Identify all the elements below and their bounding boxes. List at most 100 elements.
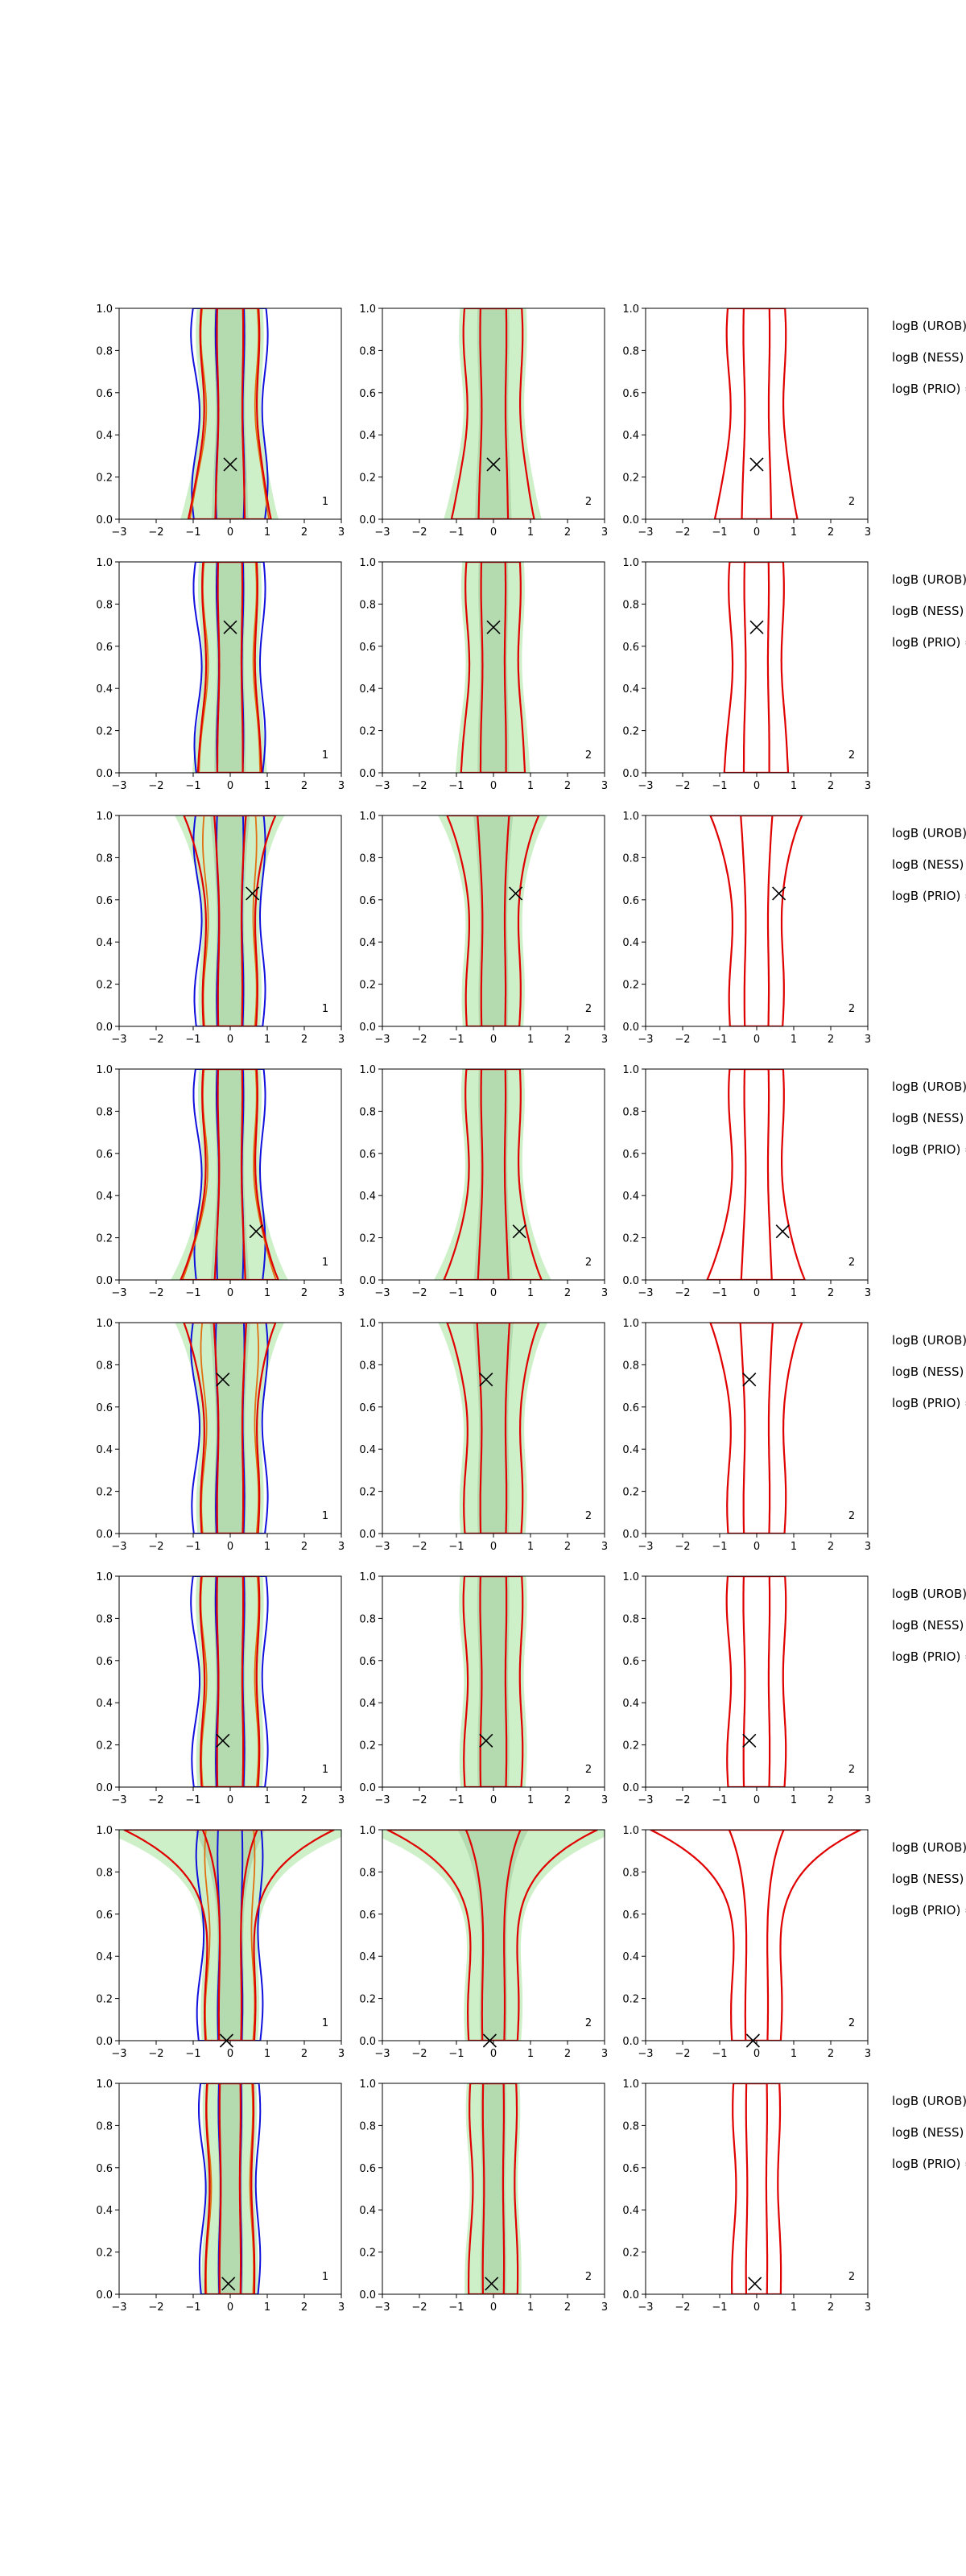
panel-tag: 1 bbox=[322, 1257, 328, 1269]
y-tick-label: 0.8 bbox=[96, 1360, 113, 1372]
true-value-marker bbox=[485, 2277, 499, 2291]
y-tick-label: 1.0 bbox=[622, 557, 639, 569]
y-tick-label: 0.2 bbox=[96, 1487, 113, 1499]
x-tick-label: −1 bbox=[185, 1287, 200, 1299]
y-tick-label: 0.0 bbox=[622, 1782, 639, 1794]
x-tick-label: 1 bbox=[264, 2048, 270, 2060]
x-tick-label: 2 bbox=[564, 1794, 571, 1806]
contour-blue-outer bbox=[195, 1830, 264, 2041]
x-tick-label: 1 bbox=[264, 1034, 270, 1046]
panel-r1-c2: −3 −2 −1 0 1 2 3 0.0 0.2 0.4 0.6 0.8 1.0 2 bbox=[359, 303, 608, 539]
axes-frame bbox=[645, 308, 869, 520]
contour-blue-outer bbox=[192, 562, 266, 773]
y-tick-label: 0.4 bbox=[96, 683, 113, 696]
y-tick-label: 0.2 bbox=[96, 2248, 113, 2260]
panel-tag: 1 bbox=[322, 496, 328, 508]
true-value-marker bbox=[749, 620, 764, 634]
y-tick-label: 0.2 bbox=[96, 1740, 113, 1752]
y-tick-label: 0.0 bbox=[622, 2289, 639, 2301]
x-tick-label: −2 bbox=[411, 780, 427, 792]
x-tick-label: 3 bbox=[865, 780, 871, 792]
x-tick-label: 1 bbox=[527, 1794, 534, 1806]
x-tick-label: −1 bbox=[448, 1794, 464, 1806]
logb-label-1: logB (UROB) = bbox=[892, 2094, 966, 2108]
x-tick-label: 0 bbox=[490, 1541, 497, 1553]
x-tick-label: −1 bbox=[448, 1034, 464, 1046]
y-tick-label: 0.2 bbox=[359, 2248, 376, 2260]
y-tick-label: 0.8 bbox=[359, 2120, 376, 2132]
panel-r6-c1: −3 −2 −1 0 1 2 3 0.0 0.2 0.4 0.6 0.8 1.0 1 bbox=[96, 1571, 345, 1806]
y-tick-label: 1.0 bbox=[359, 1825, 376, 1837]
density-fill-inner bbox=[194, 1830, 266, 2041]
contour-red-inner bbox=[464, 1830, 522, 2041]
x-tick-label: −2 bbox=[148, 1794, 163, 1806]
y-tick-label: 1.0 bbox=[359, 303, 376, 316]
y-tick-label: 0.8 bbox=[359, 1613, 376, 1625]
contour-red-outer bbox=[446, 815, 540, 1026]
y-tick-label: 0.4 bbox=[96, 430, 113, 442]
contour-red-inner bbox=[742, 1576, 771, 1787]
contour-red-outer bbox=[731, 2083, 782, 2294]
y-tick-label: 0.2 bbox=[622, 1740, 639, 1752]
true-value-marker bbox=[216, 1373, 230, 1387]
x-tick-label: −3 bbox=[638, 526, 653, 539]
x-tick-label: 0 bbox=[227, 780, 233, 792]
x-tick-label: 1 bbox=[527, 780, 534, 792]
x-tick-label: −1 bbox=[448, 1287, 464, 1299]
y-tick-label: 0.4 bbox=[622, 683, 639, 696]
x-tick-label: −3 bbox=[638, 780, 653, 792]
x-tick-label: −1 bbox=[185, 1794, 200, 1806]
x-tick-label: −3 bbox=[374, 780, 390, 792]
density-fill-inner bbox=[480, 2083, 506, 2294]
panel-tag: 2 bbox=[585, 2017, 592, 2029]
y-tick-label: 0.8 bbox=[622, 599, 639, 611]
panel-tag: 2 bbox=[848, 1003, 855, 1015]
panel-tag: 1 bbox=[322, 1510, 328, 1522]
x-tick-label: −2 bbox=[411, 1034, 427, 1046]
y-tick-label: 0.4 bbox=[622, 1698, 639, 1710]
x-tick-label: −1 bbox=[712, 2301, 727, 2314]
y-tick-label: 0.6 bbox=[96, 642, 113, 654]
y-tick-label: 0.8 bbox=[359, 1106, 376, 1118]
density-fill-inner bbox=[473, 815, 514, 1026]
contour-red-outer bbox=[725, 1576, 787, 1787]
true-value-marker bbox=[216, 1733, 230, 1748]
density-fill-inner bbox=[473, 1069, 513, 1280]
logb-label-3: logB (PRIO) = bbox=[892, 1903, 966, 1918]
y-tick-label: 0.4 bbox=[622, 2205, 639, 2217]
y-tick-label: 0.2 bbox=[359, 1740, 376, 1752]
x-tick-label: −2 bbox=[411, 526, 427, 539]
y-tick-label: 0.2 bbox=[96, 1994, 113, 2006]
contour-orange bbox=[200, 1323, 259, 1534]
y-tick-label: 0.4 bbox=[359, 2205, 376, 2217]
x-tick-label: 2 bbox=[564, 2301, 571, 2314]
contour-red-outer bbox=[450, 308, 535, 519]
contour-red-inner bbox=[740, 1069, 773, 1280]
panel-tag: 2 bbox=[585, 749, 592, 762]
contour-orange bbox=[202, 815, 258, 1026]
x-tick-label: 2 bbox=[301, 2048, 308, 2060]
y-tick-label: 0.2 bbox=[359, 1487, 376, 1499]
x-tick-label: −3 bbox=[374, 526, 390, 539]
x-tick-label: 3 bbox=[601, 1034, 608, 1046]
x-tick-label: −2 bbox=[148, 526, 163, 539]
contour-red-inner bbox=[742, 562, 770, 773]
axes-frame bbox=[645, 1068, 869, 1281]
y-tick-label: 0.2 bbox=[622, 473, 639, 485]
density-fill-inner bbox=[457, 1830, 529, 2041]
x-tick-label: 3 bbox=[338, 2048, 345, 2060]
x-tick-label: 3 bbox=[865, 1034, 871, 1046]
x-tick-label: 1 bbox=[264, 1541, 270, 1553]
panel-tag: 2 bbox=[848, 1764, 855, 1776]
x-tick-label: −1 bbox=[712, 1794, 727, 1806]
logb-label-1: logB (UROB) = bbox=[892, 1333, 966, 1348]
x-tick-label: −3 bbox=[374, 1034, 390, 1046]
y-tick-label: 0.2 bbox=[622, 726, 639, 738]
panel-r8-c3: −3 −2 −1 0 1 2 3 0.0 0.2 0.4 0.6 0.8 1.0 2 bbox=[622, 2079, 871, 2314]
y-tick-label: 0.0 bbox=[622, 1022, 639, 1034]
x-tick-label: 3 bbox=[338, 780, 345, 792]
panel-r8-c2: −3 −2 −1 0 1 2 3 0.0 0.2 0.4 0.6 0.8 1.0 2 bbox=[359, 2079, 608, 2314]
panel-tag: 2 bbox=[848, 749, 855, 762]
x-tick-label: 0 bbox=[753, 1794, 760, 1806]
